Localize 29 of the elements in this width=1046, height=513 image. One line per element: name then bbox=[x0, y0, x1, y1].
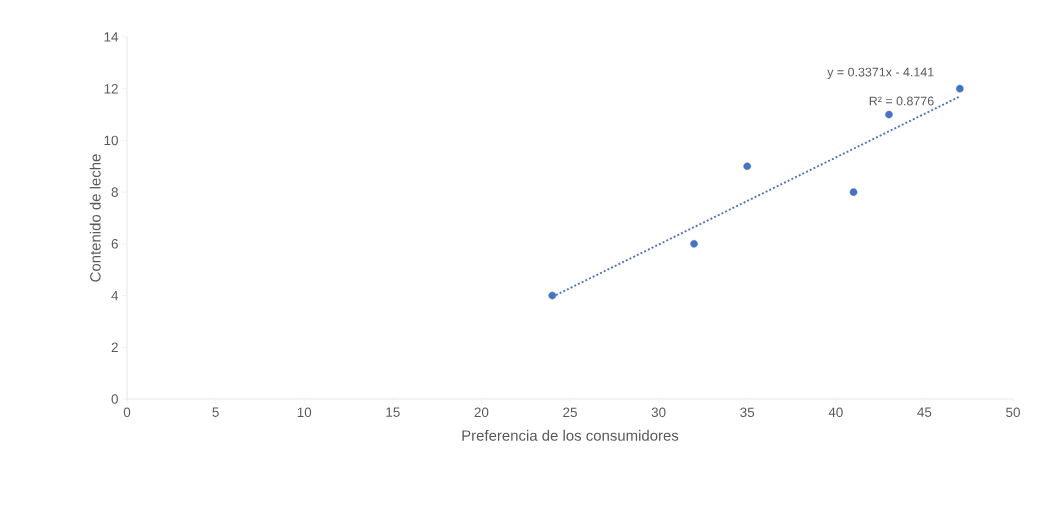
y-tick-label: 6 bbox=[111, 239, 118, 249]
y-tick-label: 14 bbox=[104, 32, 119, 42]
y-tick-label: 12 bbox=[104, 84, 118, 94]
annotation: R² = 0.8776 bbox=[869, 96, 934, 106]
annotation: y = 0.3371x - 4.141 bbox=[827, 67, 934, 79]
x-tick-label: 5 bbox=[212, 407, 219, 417]
y-tick-label: 0 bbox=[111, 394, 118, 404]
x-tick-label: 20 bbox=[474, 407, 489, 418]
y-tick-label: 4 bbox=[111, 290, 119, 301]
point bbox=[548, 291, 557, 300]
point bbox=[743, 162, 752, 171]
y-tick-label: 10 bbox=[104, 135, 118, 146]
point bbox=[885, 110, 893, 119]
x-tick-label: 25 bbox=[563, 407, 577, 418]
x-tick-label: 30 bbox=[651, 407, 666, 418]
x-tick-label: 40 bbox=[828, 407, 843, 418]
x-tick-label: 45 bbox=[917, 407, 932, 417]
x-axis-title: Preferencia de los consumidores bbox=[462, 429, 679, 441]
x-tick-label: 0 bbox=[123, 407, 131, 418]
point bbox=[956, 84, 964, 93]
y-tick-label: 8 bbox=[111, 187, 118, 197]
y-axis-title: Contenido de leche bbox=[89, 154, 101, 282]
x-tick-label: 15 bbox=[386, 407, 400, 417]
point bbox=[690, 240, 698, 248]
x-tick-label: 10 bbox=[297, 407, 312, 418]
x-tick-label: 35 bbox=[740, 407, 755, 418]
y-tick-label: 2 bbox=[111, 342, 118, 352]
point bbox=[849, 188, 858, 196]
x-tick-label: 50 bbox=[1006, 407, 1020, 418]
